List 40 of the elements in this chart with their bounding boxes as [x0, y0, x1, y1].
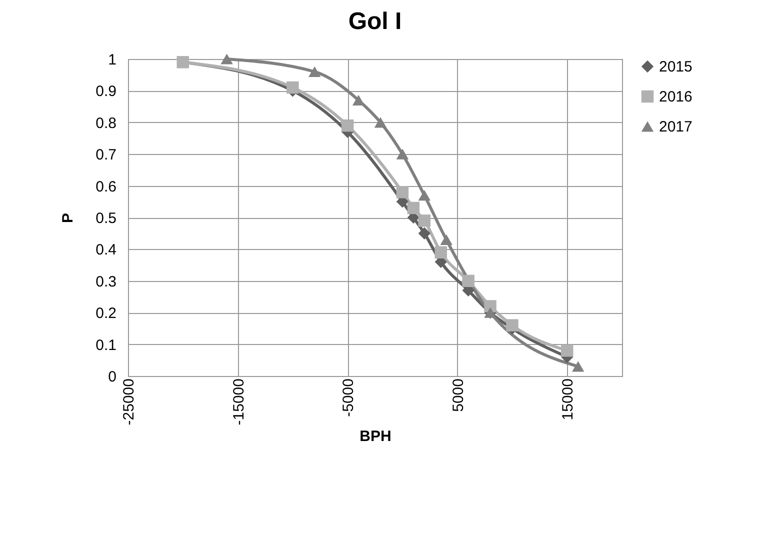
y-tick-label: 0.9 — [96, 83, 116, 100]
point — [506, 319, 518, 332]
x-tick-label: 5000 — [450, 378, 467, 412]
point — [396, 186, 409, 198]
point — [462, 274, 474, 288]
y-tick-label: 0.7 — [96, 146, 116, 164]
point — [418, 227, 431, 240]
point — [440, 234, 452, 245]
point — [434, 246, 447, 258]
y-tick-label: 0.4 — [96, 242, 116, 259]
point — [341, 119, 354, 132]
x-tick-label: -15000 — [230, 378, 248, 426]
point — [220, 54, 233, 64]
legend-label: 2016 — [659, 88, 692, 106]
y-tick-label: 0 — [108, 368, 116, 386]
y-tick-label: 0.8 — [96, 114, 116, 132]
x-tick-label: -5000 — [340, 378, 358, 417]
point — [286, 81, 299, 94]
y-tick-label: 0.6 — [96, 178, 116, 196]
y-tick-label: 0.3 — [96, 273, 116, 290]
x-axis-title: BPH — [360, 428, 392, 446]
y-axis-title: P — [60, 212, 77, 224]
y-tick-label: 0.5 — [96, 210, 116, 227]
point — [484, 300, 496, 312]
x-tick-label: 15000 — [560, 378, 577, 420]
point — [308, 66, 321, 77]
y-tick-label: 0.2 — [96, 305, 116, 322]
x-tick-label: -25000 — [120, 378, 138, 426]
legend-label: 2017 — [659, 118, 692, 136]
point — [418, 214, 431, 227]
point — [560, 344, 574, 357]
point — [407, 202, 420, 214]
y-tick-label: 1 — [108, 52, 116, 68]
y-tick-label: 0.1 — [96, 336, 116, 354]
point — [374, 117, 387, 128]
legend-label: 2015 — [659, 58, 692, 76]
point — [418, 190, 431, 201]
point — [572, 361, 584, 372]
chart-title: Gol I — [348, 8, 402, 35]
point — [396, 148, 409, 160]
